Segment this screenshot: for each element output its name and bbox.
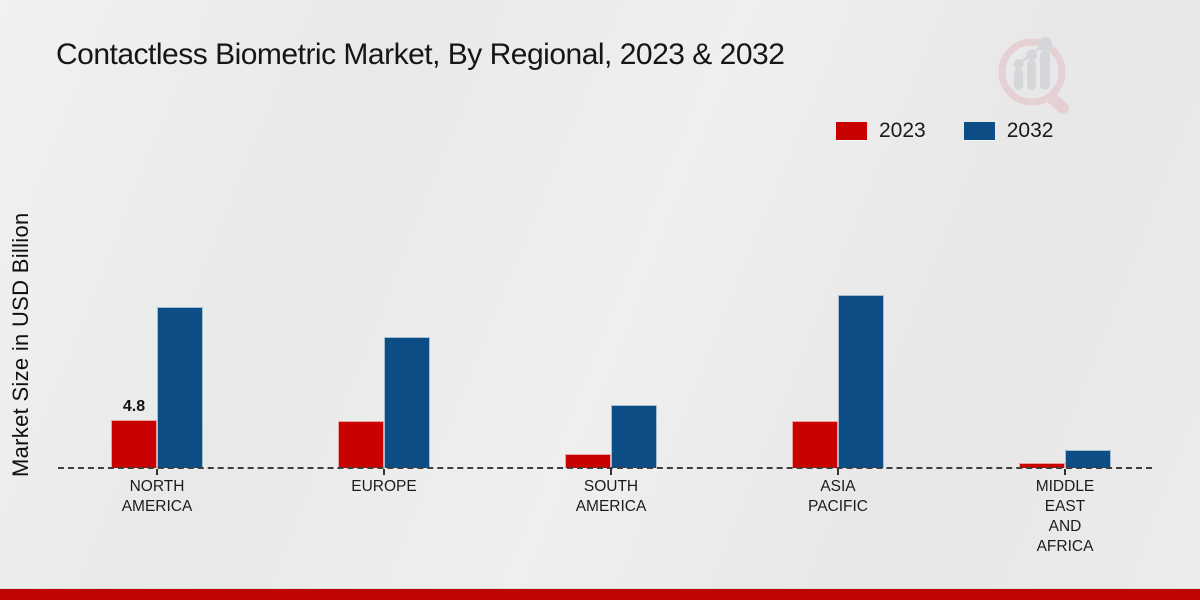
chart-title: Contactless Biometric Market, By Regiona… (56, 38, 785, 71)
bar-2032-europe (384, 337, 430, 468)
bar-2023-europe (338, 421, 384, 468)
x-axis-tick-south-america (610, 469, 612, 475)
bar-2023-middle-east-and-africa (1019, 463, 1065, 468)
legend: 2023 2032 (836, 119, 1053, 143)
data-label-2023-north-america: 4.8 (122, 397, 146, 415)
legend-item-2023: 2023 (836, 119, 926, 143)
x-axis-tick-north-america (156, 469, 158, 475)
legend-label-2032: 2032 (1006, 119, 1054, 142)
x-axis-label-south-america: SOUTH AMERICA (575, 478, 647, 515)
bar-2032-north-america (157, 307, 203, 468)
footer-accent-bar (0, 588, 1200, 600)
bar-2023-asia-pacific (792, 421, 838, 468)
x-axis-label-north-america: NORTH AMERICA (121, 478, 193, 515)
zero-baseline (58, 467, 1152, 469)
legend-swatch-2032 (963, 122, 995, 140)
market-research-future-logo-icon (998, 37, 1069, 114)
legend-swatch-2023 (836, 122, 867, 140)
x-axis-tick-europe (383, 469, 385, 475)
bar-2032-middle-east-and-africa (1065, 450, 1111, 468)
x-axis-label-asia-pacific: ASIA PACIFIC (808, 478, 868, 515)
legend-label-2023: 2023 (879, 119, 926, 142)
x-axis-tick-middle-east-and-africa (1064, 469, 1066, 475)
legend-item-2032: 2032 (963, 119, 1054, 143)
x-axis-label-middle-east-and-africa: MIDDLE EAST AND AFRICA (1035, 478, 1095, 555)
x-axis-label-europe: EUROPE (351, 478, 417, 495)
bar-2032-south-america (611, 405, 657, 468)
x-axis-tick-asia-pacific (837, 469, 839, 475)
bar-2032-asia-pacific (838, 295, 884, 468)
bar-2023-north-america (111, 420, 157, 468)
bar-2023-south-america (565, 454, 611, 468)
y-axis-title: Market Size in USD Billion (8, 212, 33, 478)
